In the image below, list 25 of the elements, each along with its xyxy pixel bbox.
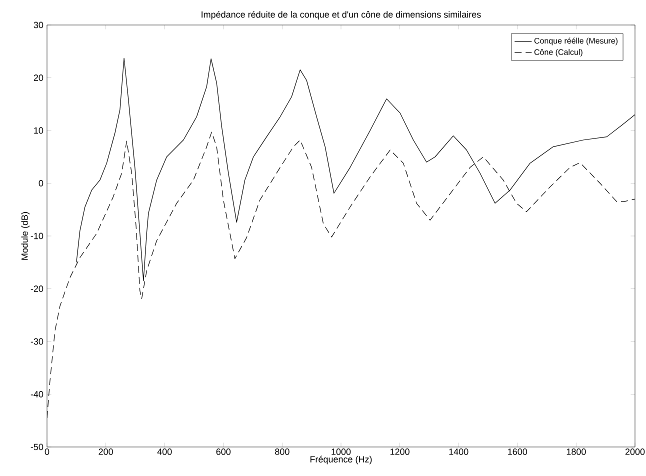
y-tick-label: 20 — [34, 74, 44, 81]
x-tick-label: 1800 — [566, 448, 586, 455]
x-tick-label: 1200 — [390, 448, 410, 455]
x-tick-label: 400 — [157, 448, 172, 455]
x-tick-label: 1600 — [508, 448, 528, 455]
chart-title: Impédance réduite de la conque et d'un cône de dimensions similaires — [202, 10, 481, 20]
y-tick-label: 0 — [38, 180, 44, 186]
y-tick-label: -30 — [30, 338, 44, 345]
x-tick-label: 200 — [98, 448, 113, 455]
y-axis-title: Module (dB) — [21, 212, 30, 260]
legend-label: Conque réélle (Mesure) — [534, 38, 618, 46]
x-tick-label: 2000 — [625, 448, 645, 455]
y-tick-label: -10 — [30, 232, 44, 240]
y-tick-label: -20 — [30, 286, 44, 292]
legend-label: Cône (Calcul) — [534, 49, 582, 57]
x-tick-label: 800 — [275, 448, 290, 455]
x-tick-label: 600 — [216, 448, 231, 455]
y-tick-label: -40 — [30, 391, 44, 398]
x-axis-title: Fréquence (Hz) — [310, 456, 372, 464]
y-tick-label: 10 — [34, 127, 44, 134]
x-tick-label: 1000 — [332, 448, 351, 455]
y-tick-label: -50 — [30, 444, 44, 450]
x-tick-label: 0 — [44, 448, 50, 455]
x-tick-label: 1400 — [449, 448, 468, 455]
y-tick-label: 30 — [34, 22, 44, 28]
